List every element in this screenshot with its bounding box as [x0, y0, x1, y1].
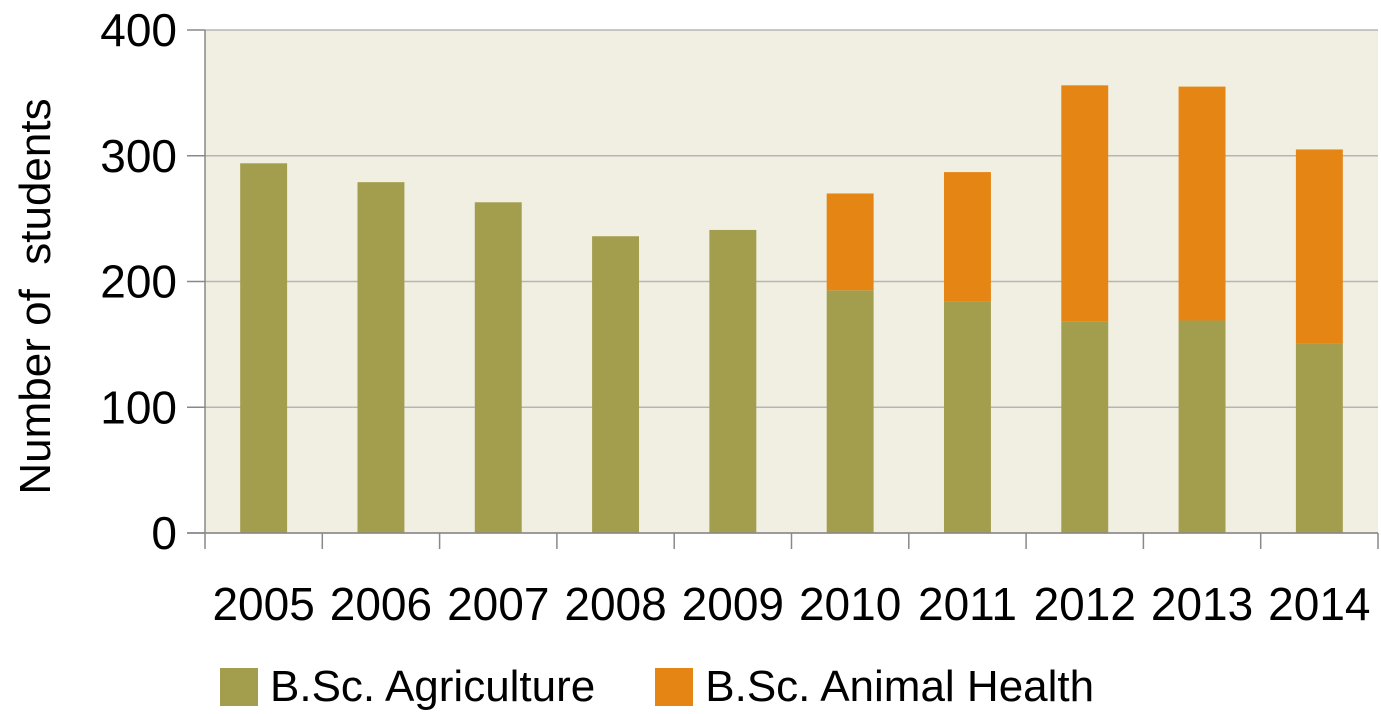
x-tick-label-2011: 2011: [918, 578, 1017, 630]
x-tick-label-2013: 2013: [1151, 578, 1253, 630]
x-tick-labels: 2005 2006 2007 2008 2009 2010 2011 2012 2013 2014: [212, 578, 1370, 630]
legend-label-agriculture: B.Sc. Agriculture: [270, 662, 596, 711]
bar-animal-health-2012: [1061, 85, 1109, 322]
y-tick-label: 300: [100, 130, 177, 182]
bar-agriculture-2012: [1061, 321, 1109, 533]
legend-item-animal-health: B.Sc. Animal Health: [655, 663, 1094, 711]
bar-agriculture-2009: [709, 229, 757, 533]
bar-agriculture-2014: [1295, 343, 1343, 533]
x-tick-label-2007: 2007: [447, 578, 549, 630]
bar-agriculture-2013: [1178, 320, 1226, 533]
x-tick-label-2008: 2008: [564, 578, 666, 630]
x-tick-label-2014: 2014: [1268, 578, 1370, 630]
y-axis-title: Number of students: [11, 98, 60, 494]
y-tick-label: 100: [100, 381, 177, 433]
y-tick-label: 400: [100, 4, 177, 56]
x-tick-label-2010: 2010: [799, 578, 901, 630]
legend-swatch-agriculture: [220, 668, 258, 706]
bar-agriculture-2006: [357, 182, 405, 533]
legend-label-animal-health: B.Sc. Animal Health: [705, 662, 1095, 711]
y-tick-labels: 0 100 200 300 400: [100, 4, 177, 559]
x-tick-label-2006: 2006: [330, 578, 432, 630]
bar-animal-health-2014: [1295, 149, 1343, 344]
bar-agriculture-2011: [943, 301, 991, 533]
bar-agriculture-2010: [826, 290, 874, 533]
x-tick-label-2005: 2005: [212, 578, 314, 630]
axes: [187, 30, 1379, 549]
legend-item-agriculture: B.Sc. Agriculture: [220, 663, 595, 711]
y-tick-label: 200: [100, 256, 177, 308]
bar-animal-health-2010: [826, 193, 874, 291]
bar-animal-health-2011: [943, 172, 991, 302]
bar-agriculture-2008: [592, 236, 640, 534]
bar-agriculture-2005: [240, 163, 288, 534]
legend: B.Sc. Agriculture B.Sc. Animal Health: [220, 660, 1094, 714]
y-tick-label: 0: [151, 507, 177, 559]
legend-swatch-animal-health: [655, 668, 694, 706]
x-tick-label-2009: 2009: [682, 578, 784, 630]
bar-animal-health-2013: [1178, 86, 1226, 321]
bars: [240, 85, 1343, 534]
bar-agriculture-2007: [474, 202, 522, 533]
x-tick-label-2012: 2012: [1034, 578, 1136, 630]
